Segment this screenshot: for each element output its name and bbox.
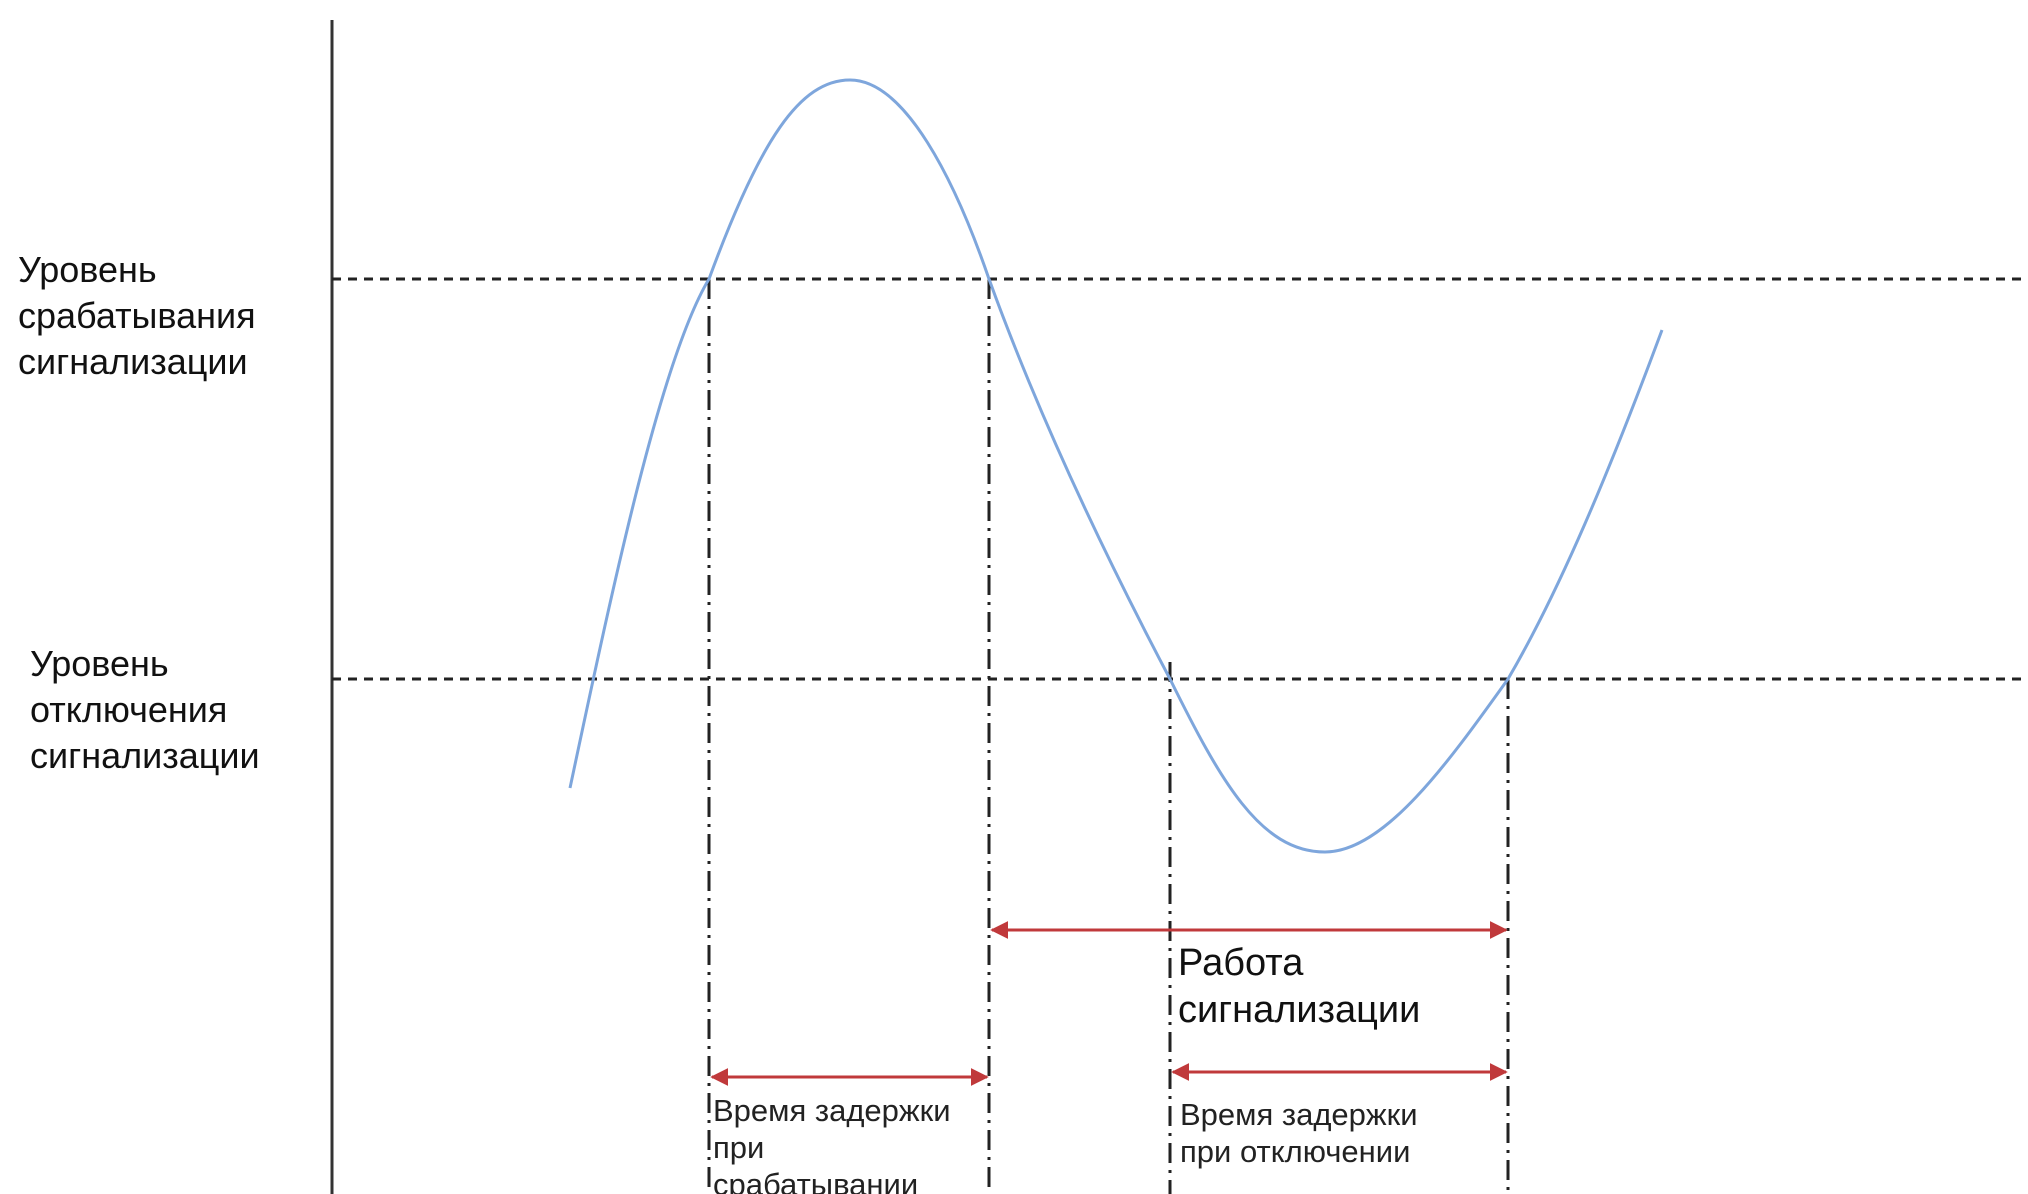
release-level-label-line: Уровень — [30, 643, 169, 684]
delay-on-label-line: срабатывании — [713, 1167, 918, 1194]
delay-off-label-line: Время задержки — [1180, 1097, 1418, 1132]
release-level-label-line: отключения — [30, 689, 227, 730]
alarm-active-label-line: Работа — [1178, 942, 1304, 984]
delay-off-label: Время задержки при отключении — [1180, 1097, 1426, 1169]
trigger-level-label-line: сигнализации — [18, 341, 248, 382]
delay-on-label: Время задержки при срабатывании — [713, 1093, 959, 1194]
trigger-level-label-line: Уровень — [18, 249, 157, 290]
trigger-level-label-line: срабатывания — [18, 295, 256, 336]
delay-on-label-line: Время задержки — [713, 1093, 951, 1128]
delay-on-label-line: при — [713, 1130, 764, 1165]
release-level-label-line: сигнализации — [30, 735, 260, 776]
alarm-active-label: Работа сигнализации — [1178, 942, 1420, 1031]
signal-curve — [568, 78, 1664, 854]
alarm-active-label-line: сигнализации — [1178, 989, 1420, 1031]
delay-off-label-line: при отключении — [1180, 1134, 1410, 1169]
trigger-level-label: Уровень срабатывания сигнализации — [18, 249, 266, 382]
release-level-label: Уровень отключения сигнализации — [30, 643, 260, 776]
